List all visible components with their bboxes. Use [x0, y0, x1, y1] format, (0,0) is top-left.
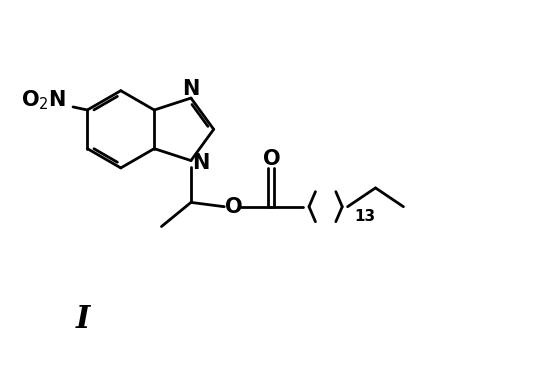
Text: N: N [182, 79, 199, 99]
Text: O: O [224, 197, 242, 217]
Text: O: O [263, 149, 280, 169]
Text: 13: 13 [354, 209, 375, 224]
Text: N: N [192, 153, 209, 173]
Text: I: I [76, 304, 91, 335]
Text: O$_2$N: O$_2$N [21, 89, 66, 112]
